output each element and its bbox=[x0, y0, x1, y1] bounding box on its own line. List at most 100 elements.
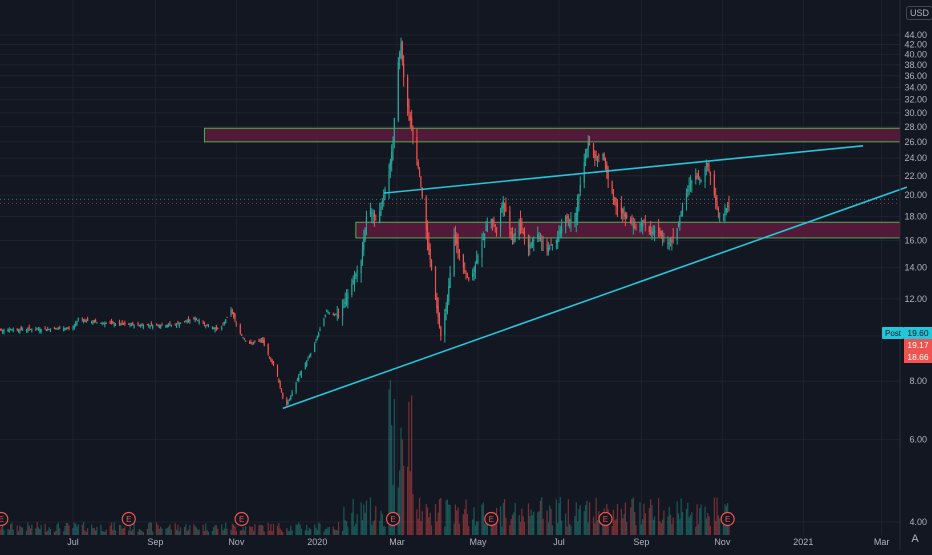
volume-bar bbox=[47, 530, 49, 535]
volume-bar bbox=[21, 527, 24, 535]
volume-bar bbox=[705, 518, 707, 535]
volume-bar bbox=[272, 523, 275, 535]
candle-body bbox=[558, 233, 560, 236]
candle-body bbox=[565, 216, 567, 227]
candle-body bbox=[343, 305, 345, 308]
volume-bar bbox=[94, 530, 97, 535]
volume-bar bbox=[408, 401, 410, 535]
volume-bar bbox=[401, 439, 403, 535]
candle-body bbox=[546, 243, 548, 250]
candle-body bbox=[81, 318, 83, 320]
candle-body bbox=[663, 239, 665, 241]
candle-body bbox=[65, 328, 67, 330]
volume-bar bbox=[542, 518, 544, 535]
candle-body bbox=[0, 328, 1, 330]
volume-bar bbox=[602, 519, 604, 535]
volume-bar bbox=[426, 507, 429, 535]
volume-bar bbox=[56, 524, 58, 535]
candle-body bbox=[21, 329, 24, 331]
price-zone[interactable] bbox=[203, 127, 901, 143]
volume-bar bbox=[183, 527, 186, 535]
volume-bar bbox=[660, 523, 662, 535]
volume-bar bbox=[217, 528, 219, 535]
candle-body bbox=[295, 382, 297, 393]
candle-body bbox=[94, 319, 97, 323]
support-trendline[interactable] bbox=[282, 186, 908, 410]
volume-bar bbox=[36, 522, 38, 535]
candle-body bbox=[428, 242, 430, 251]
candle-body bbox=[8, 329, 10, 332]
earnings-marker[interactable]: E bbox=[121, 511, 136, 527]
volume-bar bbox=[27, 522, 29, 535]
earnings-marker[interactable]: E bbox=[720, 511, 735, 527]
candle-body bbox=[282, 393, 284, 398]
candle-body bbox=[90, 322, 93, 324]
volume-bar bbox=[430, 525, 433, 535]
resistance-trendline[interactable] bbox=[383, 144, 864, 194]
volume-bar bbox=[351, 512, 353, 535]
candle-body bbox=[142, 325, 144, 329]
volume-bar bbox=[299, 524, 301, 535]
earnings-marker[interactable]: E bbox=[234, 511, 249, 527]
earnings-marker[interactable]: E bbox=[484, 511, 499, 527]
volume-bar bbox=[403, 465, 405, 535]
volume-bar bbox=[211, 530, 214, 535]
candle-body bbox=[113, 323, 115, 326]
price-zone[interactable] bbox=[355, 221, 901, 239]
volume-bar bbox=[583, 511, 585, 535]
candle-body bbox=[353, 277, 356, 284]
volume-bar bbox=[681, 512, 684, 535]
volume-bar bbox=[213, 527, 215, 535]
candle-body bbox=[214, 328, 216, 331]
candle-body bbox=[407, 77, 409, 107]
candle-body bbox=[521, 222, 523, 230]
candle-body bbox=[306, 360, 308, 366]
candle-body bbox=[485, 229, 487, 232]
candle-body bbox=[314, 343, 316, 352]
candle-body bbox=[189, 320, 191, 322]
currency-badge[interactable]: USD bbox=[906, 6, 932, 20]
candle-body bbox=[68, 327, 70, 329]
volume-bar bbox=[242, 527, 244, 535]
candle-body bbox=[324, 314, 326, 317]
volume-bar bbox=[130, 531, 133, 535]
volume-bar bbox=[486, 520, 488, 535]
candle-body bbox=[83, 319, 85, 323]
volume-bar bbox=[327, 527, 329, 535]
volume-bar bbox=[85, 531, 87, 535]
earnings-marker[interactable]: E bbox=[385, 511, 401, 527]
candle-body bbox=[242, 337, 244, 339]
candle-body bbox=[250, 341, 252, 344]
candle-body bbox=[118, 321, 121, 325]
candle-body bbox=[503, 202, 506, 207]
volume-bar bbox=[254, 524, 256, 535]
earnings-marker[interactable]: E bbox=[598, 511, 613, 527]
volume-bar bbox=[39, 529, 41, 535]
y-tick-label: 16.00 bbox=[904, 235, 927, 245]
post-price-label: 19.60 bbox=[907, 328, 929, 338]
volume-bar bbox=[514, 502, 516, 535]
candle-body bbox=[713, 174, 715, 196]
earnings-marker[interactable]: E bbox=[0, 511, 9, 527]
time-axis[interactable]: Jul Sep Nov 2020 Mar May Jul Sep Nov 2021 Mar bbox=[67, 537, 889, 547]
volume-bar bbox=[429, 512, 431, 535]
volume-bar bbox=[258, 525, 260, 535]
volume-bar bbox=[393, 398, 395, 535]
trendlines[interactable] bbox=[282, 144, 908, 410]
volume-bar bbox=[541, 497, 543, 535]
candle-body bbox=[252, 342, 255, 345]
auto-scale-button[interactable]: A bbox=[911, 533, 919, 545]
candle-body bbox=[530, 243, 532, 246]
volume-bar bbox=[318, 522, 320, 535]
candle-body bbox=[203, 322, 206, 325]
candle-body bbox=[607, 170, 609, 179]
volume-bar bbox=[158, 528, 160, 535]
candle-body bbox=[635, 226, 637, 228]
candle-body bbox=[45, 329, 48, 332]
candle-body bbox=[84, 318, 86, 321]
candle-body bbox=[132, 322, 134, 326]
